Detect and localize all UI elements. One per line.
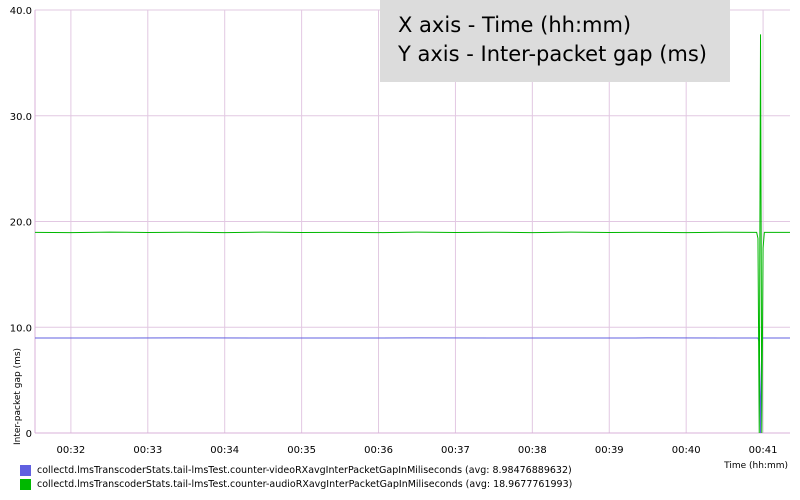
x-tick-label: 00:38 xyxy=(518,445,547,456)
series-lines xyxy=(34,34,790,434)
x-tick-label: 00:39 xyxy=(595,445,624,456)
tick-labels: 00:32 00:33 00:34 00:35 00:36 00:37 00:38 00:39… xyxy=(10,6,778,456)
x-tick-label: 00:36 xyxy=(364,445,393,456)
y-tick-label: 20.0 xyxy=(10,218,32,229)
legend-item: collectd.lmsTranscoderStats.tail-lmsTest… xyxy=(20,463,790,477)
y-tick-label: 10.0 xyxy=(10,323,32,334)
legend-label: collectd.lmsTranscoderStats.tail-lmsTest… xyxy=(37,478,573,490)
series-line-1 xyxy=(34,34,790,434)
legend-item: collectd.lmsTranscoderStats.tail-lmsTest… xyxy=(20,477,790,491)
y-tick-label: 0 xyxy=(26,429,32,440)
x-tick-label: 00:41 xyxy=(749,445,778,456)
x-tick-label: 00:37 xyxy=(441,445,470,456)
x-axis-title: Time (hh:mm) xyxy=(723,461,788,471)
y-tick-label: 40.0 xyxy=(10,6,32,17)
y-axis-title: Inter-packet gap (ms) xyxy=(13,348,23,445)
axis-note: X axis - Time (hh:mm) Y axis - Inter-pac… xyxy=(380,0,730,82)
x-tick-label: 00:35 xyxy=(287,445,316,456)
legend-label: collectd.lmsTranscoderStats.tail-lmsTest… xyxy=(37,464,572,476)
x-tick-label: 00:33 xyxy=(133,445,162,456)
x-tick-label: 00:40 xyxy=(672,445,701,456)
x-tick-label: 00:32 xyxy=(56,445,85,456)
legend-swatch xyxy=(20,464,31,476)
y-tick-label: 30.0 xyxy=(10,112,32,123)
x-tick-label: 00:34 xyxy=(210,445,239,456)
legend: collectd.lmsTranscoderStats.tail-lmsTest… xyxy=(20,463,790,491)
legend-swatch xyxy=(20,478,31,490)
note-line-x: X axis - Time (hh:mm) xyxy=(398,13,632,37)
note-line-y: Y axis - Inter-packet gap (ms) xyxy=(398,42,708,66)
axes xyxy=(34,10,790,434)
